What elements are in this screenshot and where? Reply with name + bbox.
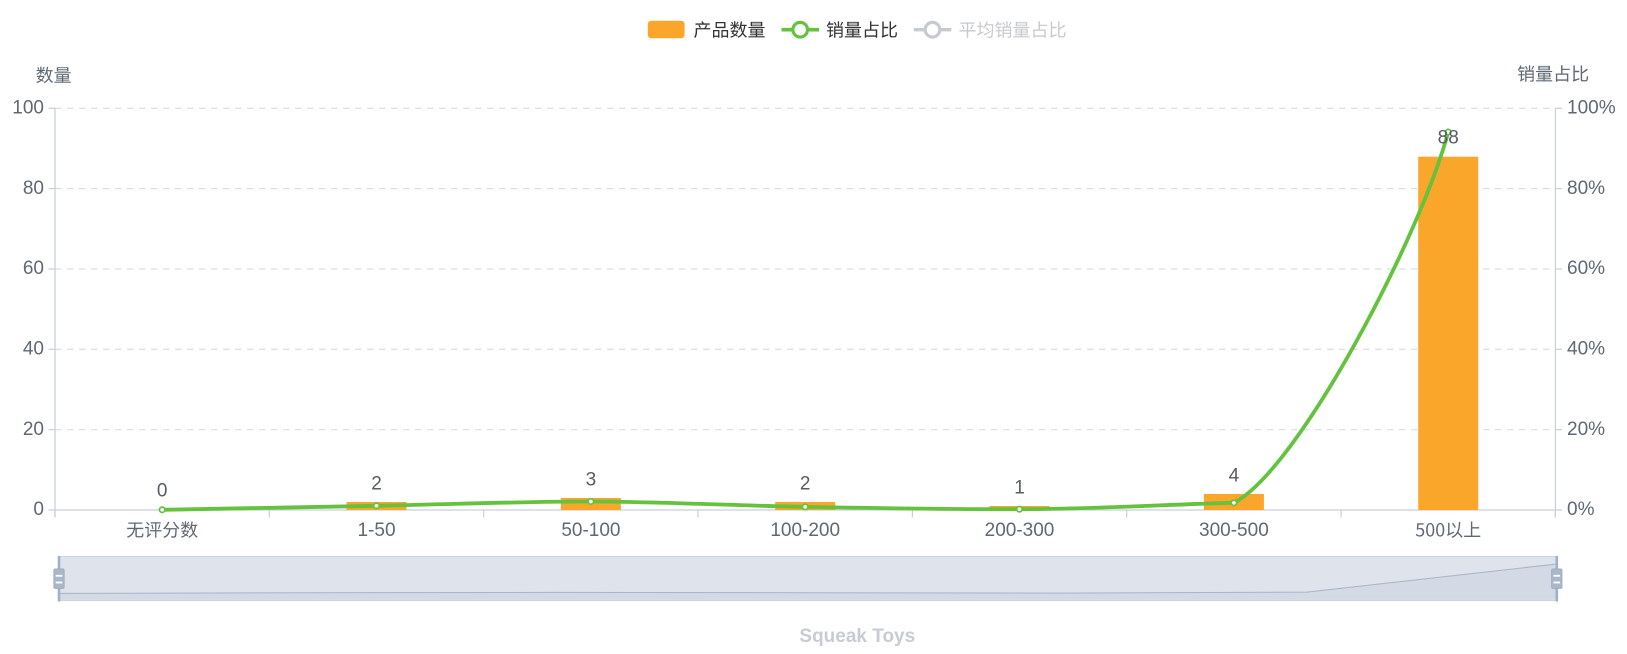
svg-text:20%: 20%: [1567, 419, 1605, 440]
svg-text:100: 100: [12, 98, 44, 119]
svg-text:0: 0: [33, 499, 44, 520]
svg-text:100-200: 100-200: [770, 520, 840, 541]
svg-text:200-300: 200-300: [985, 520, 1055, 541]
svg-text:2: 2: [371, 474, 382, 495]
svg-text:1: 1: [1014, 478, 1025, 499]
svg-text:20: 20: [23, 419, 44, 440]
svg-text:0: 0: [157, 481, 168, 502]
svg-text:100%: 100%: [1567, 98, 1616, 119]
svg-text:60%: 60%: [1567, 258, 1605, 279]
svg-text:40%: 40%: [1567, 339, 1605, 360]
svg-text:3: 3: [586, 470, 597, 491]
svg-text:1-50: 1-50: [357, 520, 395, 541]
svg-text:80%: 80%: [1567, 178, 1605, 199]
svg-text:Squeak Toys: Squeak Toys: [799, 626, 915, 647]
svg-text:50-100: 50-100: [561, 520, 620, 541]
svg-text:0%: 0%: [1567, 499, 1595, 520]
svg-text:2: 2: [800, 474, 811, 495]
svg-text:60: 60: [23, 258, 44, 279]
svg-text:40: 40: [23, 339, 44, 360]
svg-text:80: 80: [23, 178, 44, 199]
svg-text:300-500: 300-500: [1199, 520, 1269, 541]
svg-text:4: 4: [1229, 466, 1240, 487]
svg-text:88: 88: [1438, 128, 1459, 149]
